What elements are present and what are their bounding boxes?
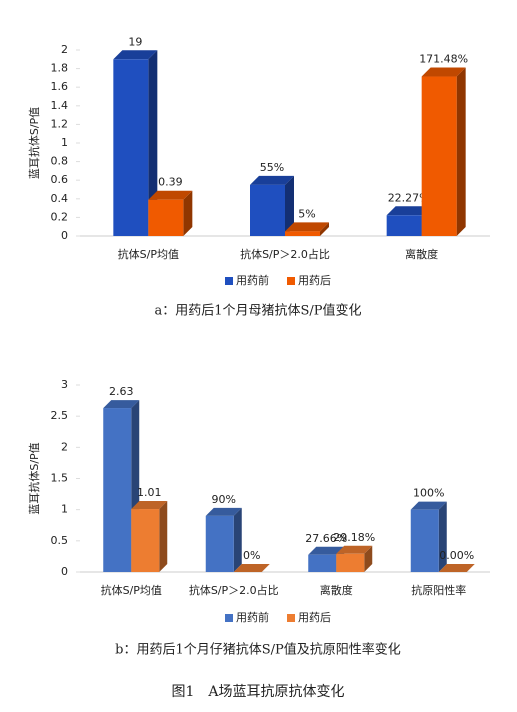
- bar-top: [148, 190, 193, 200]
- data-label: 19: [128, 35, 142, 48]
- bar: [336, 553, 365, 572]
- bar-side: [456, 67, 466, 237]
- y-tick-label: 0.2: [51, 210, 69, 223]
- data-label: 5%: [298, 207, 315, 220]
- bar: [285, 231, 320, 236]
- data-label: 0.39: [158, 176, 183, 189]
- y-tick-label: 1: [61, 503, 68, 516]
- y-tick-label: 0.5: [51, 534, 69, 547]
- legend-label: 用药后: [298, 611, 331, 624]
- y-tick-label: 0.4: [51, 192, 69, 205]
- bar-side: [159, 501, 168, 572]
- figure-title: 图1 A场蓝耳抗原抗体变化: [171, 684, 344, 700]
- y-axis-label: 蓝耳抗体S/P值: [27, 107, 41, 179]
- chart-caption: b：用药后1个月仔猪抗体S/P值及抗原阳性率变化: [115, 642, 401, 658]
- bar-side: [233, 507, 242, 572]
- legend-label: 用药前: [236, 273, 269, 287]
- y-tick-label: 0.8: [51, 155, 69, 168]
- data-label: 27.66%: [305, 532, 347, 545]
- y-tick-label: 3: [61, 378, 68, 391]
- bar-top: [336, 545, 373, 554]
- bar-side: [183, 190, 193, 236]
- bar: [205, 515, 234, 572]
- bar-side: [320, 222, 329, 236]
- y-axis-label: 蓝耳抗体S/P值: [27, 442, 41, 514]
- bar: [148, 199, 184, 236]
- y-tick-label: 1: [61, 136, 68, 149]
- y-tick-label: 1.6: [51, 80, 69, 93]
- legend-swatch: [287, 277, 295, 285]
- y-tick-label: 1.5: [51, 472, 69, 485]
- y-tick-label: 1.2: [51, 117, 69, 130]
- y-tick-label: 0: [61, 565, 68, 578]
- chart-caption: a：用药后1个月母猪抗体S/P值变化: [154, 303, 361, 319]
- bar: [386, 215, 422, 236]
- y-tick-label: 2.5: [51, 409, 69, 422]
- bar-top: [233, 564, 270, 572]
- data-label: 55%: [260, 161, 284, 174]
- x-tick-label: 离散度: [405, 247, 438, 261]
- bar-top: [438, 564, 475, 572]
- y-tick-label: 2: [61, 440, 68, 453]
- bar-top: [386, 206, 431, 216]
- bar: [410, 509, 439, 572]
- bar: [250, 184, 285, 236]
- y-tick-label: 2: [61, 43, 68, 56]
- data-label: 22.27%: [388, 191, 430, 204]
- bar-top: [205, 507, 242, 516]
- bar-top: [285, 222, 329, 232]
- bar-top: [131, 501, 168, 510]
- x-tick-label: 抗体S/P均值: [118, 247, 179, 261]
- bar: [308, 554, 337, 572]
- y-tick-label: 0: [61, 229, 68, 242]
- y-tick-label: 1.4: [51, 99, 69, 112]
- legend-swatch: [287, 614, 295, 622]
- legend-label: 用药前: [236, 610, 269, 624]
- bar-top: [308, 546, 345, 555]
- data-label: 29.18%: [333, 531, 375, 544]
- bar-top: [113, 50, 158, 60]
- data-label: 1.01: [137, 486, 162, 499]
- bar-side: [364, 545, 373, 572]
- x-tick-label: 抗体S/P＞2.0占比: [189, 583, 279, 597]
- legend-swatch: [225, 614, 233, 622]
- legend-swatch: [225, 277, 233, 285]
- data-label: 0%: [243, 549, 260, 562]
- bar-side: [438, 501, 447, 572]
- bar: [113, 59, 149, 236]
- x-tick-label: 离散度: [320, 583, 353, 597]
- bar: [103, 408, 132, 572]
- x-tick-label: 抗原阳性率: [411, 583, 466, 597]
- bar-top: [410, 501, 447, 510]
- bar-top: [250, 175, 294, 185]
- data-label: 90%: [212, 493, 236, 506]
- bar: [131, 509, 160, 572]
- data-label: 100%: [413, 487, 444, 500]
- data-label: 171.48%: [419, 53, 468, 66]
- bar-top: [103, 400, 140, 409]
- y-tick-label: 1.8: [51, 62, 69, 75]
- bar-top: [421, 67, 466, 77]
- bar-side: [285, 175, 294, 236]
- x-tick-label: 抗体S/P＞2.0占比: [240, 247, 330, 261]
- bar: [421, 76, 457, 237]
- y-tick-label: 0.6: [51, 173, 69, 186]
- x-tick-label: 抗体S/P均值: [101, 583, 162, 597]
- bar-side: [148, 50, 158, 236]
- data-label: 0.00%: [439, 549, 474, 562]
- legend-label: 用药后: [298, 274, 331, 287]
- data-label: 2.63: [109, 385, 134, 398]
